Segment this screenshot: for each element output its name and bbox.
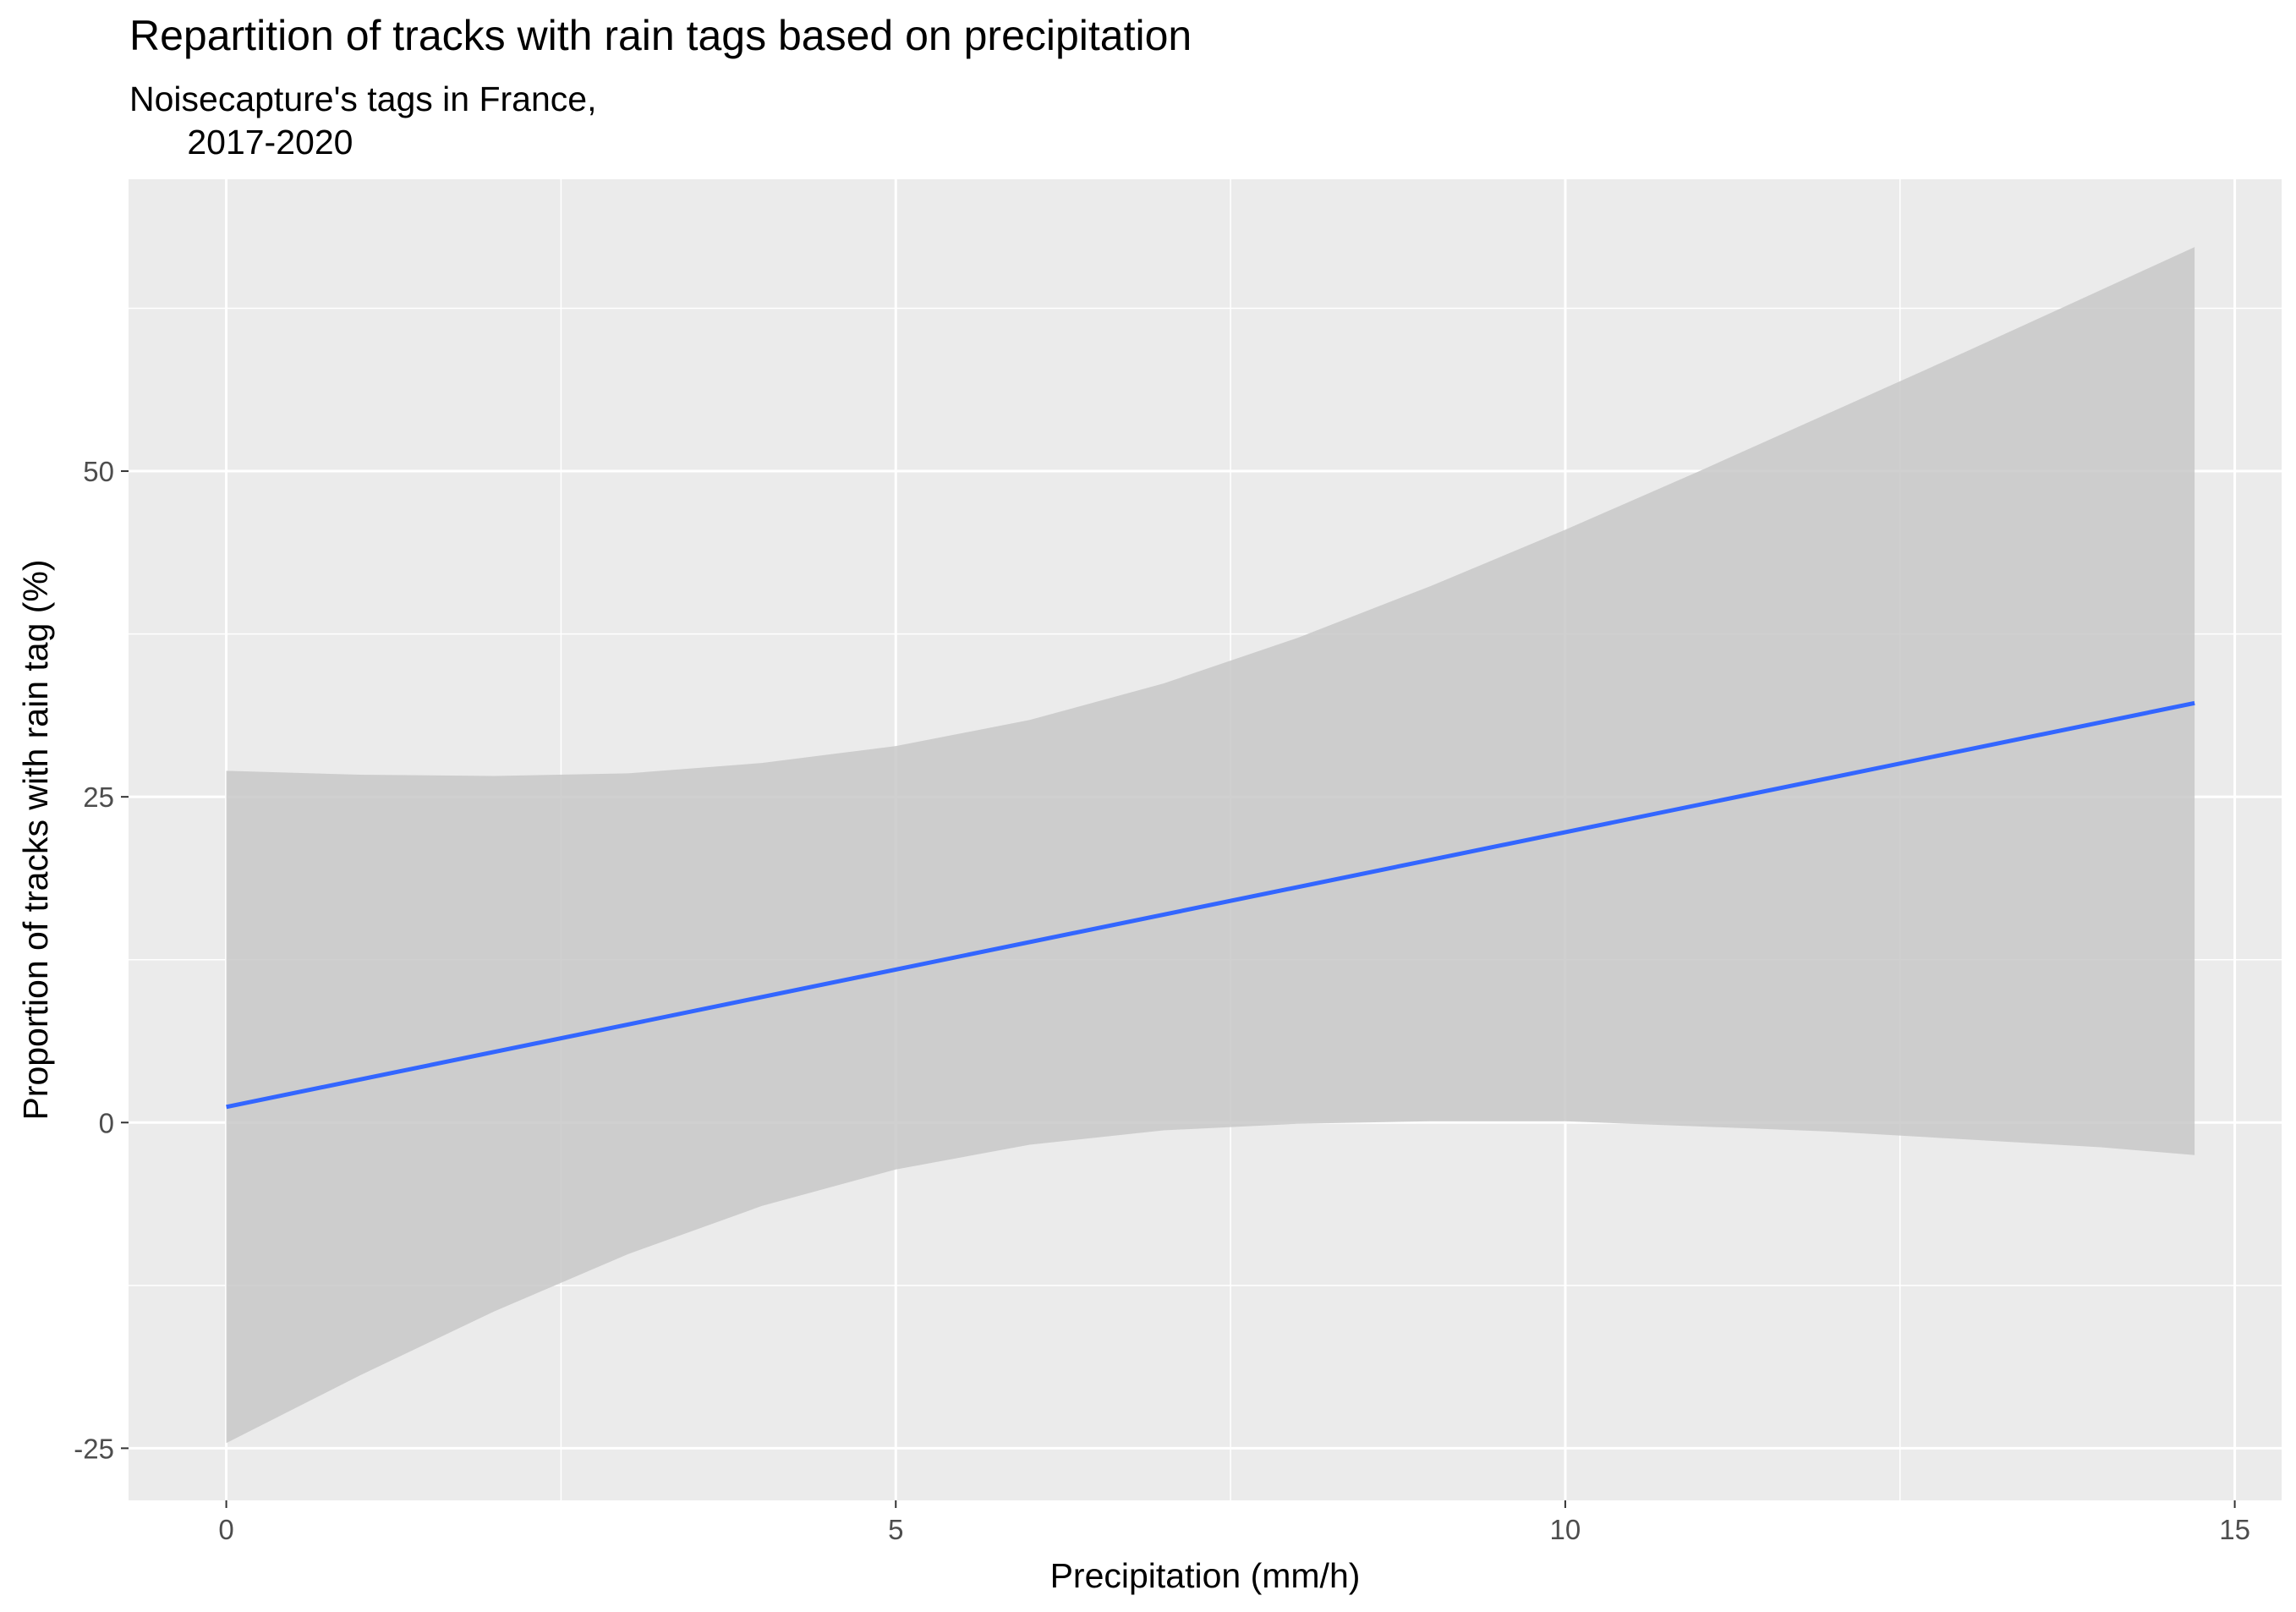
y-tick-label: 25 xyxy=(83,781,114,813)
x-axis-title: Precipitation (mm/h) xyxy=(1050,1556,1361,1595)
y-axis-title: Proportion of tracks with rain tag (%) xyxy=(16,559,55,1120)
x-tick-label: 0 xyxy=(218,1514,233,1545)
x-tick-label: 15 xyxy=(2219,1514,2250,1545)
confidence-band xyxy=(226,247,2195,1444)
chart-title: Repartition of tracks with rain tags bas… xyxy=(129,12,1192,59)
y-axis: -25 0 25 50 xyxy=(74,456,129,1464)
x-tick-label: 5 xyxy=(888,1514,903,1545)
trend-line xyxy=(226,700,2195,1110)
y-tick-label: 50 xyxy=(83,456,114,487)
x-tick-label: 10 xyxy=(1550,1514,1581,1545)
y-tick-label: -25 xyxy=(74,1433,114,1464)
y-tick-label: 0 xyxy=(99,1107,114,1138)
confidence-band-layer xyxy=(226,247,2195,1444)
x-axis: 0 5 10 15 xyxy=(218,1500,2250,1545)
chart-subtitle: Noisecapture's tags in France, 2017-2020 xyxy=(129,80,597,162)
trend-line-layer xyxy=(226,700,2195,1110)
